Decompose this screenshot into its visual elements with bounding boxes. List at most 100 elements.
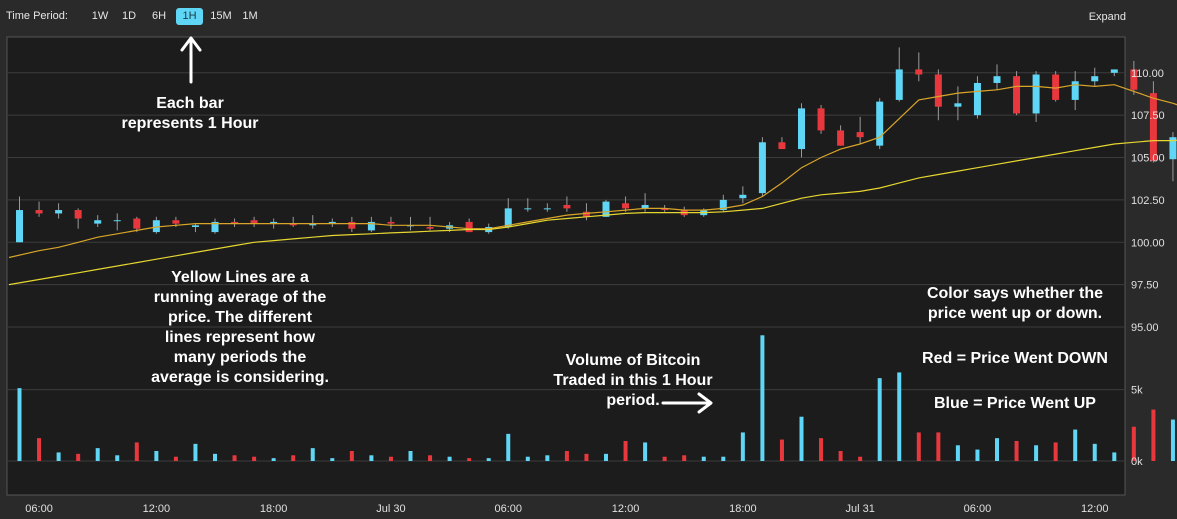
volume-bar [388,456,393,461]
candle-body [602,201,610,217]
volume-bar [525,456,530,461]
volume-bar [447,456,452,461]
candle-body [113,220,121,222]
candle-body [798,108,805,150]
volume-bar [467,458,472,461]
candle-body [504,208,512,227]
volume-bar [486,458,491,461]
volume-bar [858,456,863,461]
candle-body [35,210,43,214]
candle-body [55,210,63,214]
volume-bar [662,456,667,461]
timeframe-1m-button[interactable]: 1M [242,10,258,22]
candle-body [993,76,1001,83]
volume-bar [897,372,902,461]
blue-legend-annotation: Blue = Price Went UP [934,395,1096,412]
volume-bar [310,448,315,461]
price-tick-label: 110.00 [1131,68,1164,80]
annotation-line: running average of the [153,289,327,306]
price-axis-labels: 110.00 107.50 105.00 102.50 100.00 97.50 95.00 [1131,68,1165,334]
candle-body [739,194,747,199]
annotation-line: Traded in this 1 Hour [553,372,713,389]
price-tick-label: 105.00 [1131,153,1165,165]
candle-body [778,142,786,150]
volume-bar [291,455,296,461]
volume-tick-label: 5k [1131,385,1143,397]
time-tick-label: 12:00 [143,503,171,515]
timeframe-15m-button[interactable]: 15M [210,10,232,22]
candle-body [172,220,180,224]
volume-bar [564,451,569,461]
timeframe-1w-button[interactable]: 1W [91,10,109,22]
candle-body [1110,69,1118,73]
volume-bar [213,453,217,461]
volume-bar [193,443,198,461]
candle-body [426,227,434,229]
time-tick-label: 12:00 [612,503,640,515]
candle-body [270,221,278,224]
annotation-line: Yellow Lines are a [171,269,309,286]
volume-bar [604,453,608,461]
annotation-line: period. [606,392,660,409]
volume-bar [995,438,999,461]
price-tick-label: 102.50 [1131,195,1165,207]
candle-body [543,208,551,210]
candle-body [16,210,23,243]
candle-body [719,199,727,211]
annotation-line: Each bar [156,95,224,112]
candle-body [289,223,297,226]
candle-body [1149,93,1157,161]
timeframe-6h-button[interactable]: 6H [151,10,167,22]
volume-bar [1170,419,1175,461]
candle-body [1071,81,1079,100]
candle-body [622,203,630,209]
price-tick-label: 100.00 [1131,237,1165,249]
volume-bar [975,449,980,461]
candle-body [1013,76,1021,114]
candle-body [152,220,160,233]
annotation-line: represents 1 Hour [121,115,259,132]
volume-bar [1151,409,1156,461]
candle-body [563,204,571,209]
moving-average-annotation: Yellow Lines are a running average of th… [120,268,360,388]
volume-bar [56,452,61,461]
candle-body [328,221,336,224]
candle-body [231,221,239,224]
candle-body [387,221,395,224]
volume-bar [936,432,941,461]
timeframe-1h-button[interactable]: 1H [176,8,203,25]
candle-body [524,208,532,210]
candle-body [191,225,199,227]
volume-bar [115,455,120,461]
volume-bar [1112,452,1117,461]
toolbar: Time Period: 1W 1D 6H 1H 15M 1M Expand [0,0,1177,34]
volume-bar [701,456,706,461]
volume-bar [330,458,335,461]
price-tick-label: 95.00 [1131,322,1159,334]
candle-body [367,221,375,231]
time-period-label: Time Period: [6,10,68,22]
expand-button[interactable]: Expand [1088,11,1126,23]
bar-annotation: Each bar represents 1 Hour [90,94,290,134]
color-annotation: Color says whether the price went up or … [900,284,1130,324]
annotation-line: price. The different [167,309,313,326]
time-tick-label: 12:00 [1081,503,1109,515]
volume-bar [1053,442,1058,461]
volume-bar [506,433,511,461]
volume-bar [740,432,745,461]
candle-body [817,108,825,131]
annotation-line: average is considering. [151,369,329,386]
volume-bar [408,451,413,461]
candle-body [895,69,903,100]
time-tick-label: Jul 30 [376,503,405,515]
volume-bar [232,455,237,461]
timeframe-1d-button[interactable]: 1D [121,10,137,22]
candle-body [661,208,669,211]
volume-bar [154,451,159,461]
volume-bar [623,441,628,461]
time-tick-label: 18:00 [729,503,757,515]
volume-bar [1131,426,1136,461]
moving-average-fast-line [8,84,1177,259]
volume-bar [95,448,100,461]
